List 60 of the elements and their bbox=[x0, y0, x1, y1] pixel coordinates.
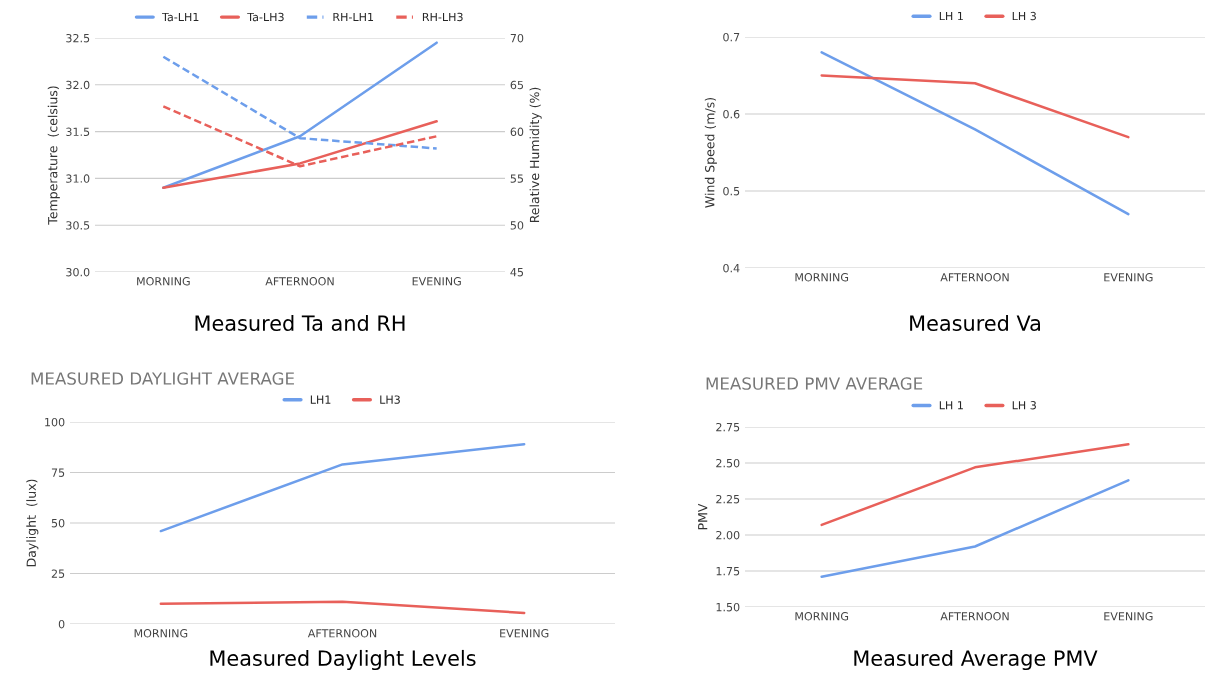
y-tick-label: 31.0 bbox=[66, 174, 90, 183]
x-tick-label: EVENING bbox=[412, 277, 461, 286]
legend-label: RH-LH3 bbox=[422, 12, 463, 22]
legend-label: LH3 bbox=[380, 395, 400, 404]
x-tick-label: AFTERNOON bbox=[940, 273, 1009, 282]
legend-label: Ta-LH1 bbox=[161, 12, 199, 22]
x-tick-label: AFTERNOON bbox=[265, 277, 334, 286]
x-tick-label: AFTERNOON bbox=[940, 612, 1009, 621]
y-tick-label: 50 bbox=[51, 518, 65, 528]
y-tick-label: 0.4 bbox=[723, 263, 740, 273]
chart-title: MEASURED PMV AVERAGE bbox=[706, 377, 923, 390]
x-tick-label: MORNING bbox=[795, 273, 849, 282]
y-tick-label: 100 bbox=[45, 417, 65, 427]
legend-label: LH1 bbox=[310, 395, 331, 404]
y2-tick-label: 45 bbox=[510, 268, 524, 277]
y2-axis-title: Relative Humidity (%) bbox=[529, 87, 542, 223]
x-tick-label: AFTERNOON bbox=[307, 629, 377, 638]
y-tick-label: 32.5 bbox=[66, 33, 90, 43]
text: Measured Va bbox=[910, 314, 1040, 332]
legend-label: LH 1 bbox=[939, 401, 963, 410]
text: Measured Daylight Levels bbox=[210, 649, 476, 671]
text: Measured Average PMV bbox=[854, 649, 1098, 671]
y-tick-label: 30.0 bbox=[66, 267, 90, 277]
y2-tick-label: 65 bbox=[510, 80, 524, 90]
legend-label: LH 3 bbox=[1012, 11, 1036, 21]
y-tick-label: 2.75 bbox=[716, 422, 740, 432]
x-tick-label: EVENING bbox=[1104, 273, 1153, 282]
chart-title: MEASURED DAYLIGHT AVERAGE bbox=[31, 372, 294, 385]
x-tick-label: EVENING bbox=[1104, 612, 1153, 621]
y-tick-label: 2.00 bbox=[716, 530, 740, 540]
y-tick-label: 31.5 bbox=[66, 127, 90, 136]
y-tick-label: 1.50 bbox=[716, 602, 740, 612]
y-axis-title: Wind Speed (m/s) bbox=[704, 97, 717, 208]
y-axis-title: PMV bbox=[698, 503, 708, 530]
x-tick-label: EVENING bbox=[500, 629, 549, 638]
y-tick-label: 2.50 bbox=[716, 458, 740, 468]
x-tick-label: MORNING bbox=[137, 277, 190, 286]
legend-label: RH-LH1 bbox=[333, 12, 374, 22]
y-tick-label: 25 bbox=[51, 569, 65, 578]
y-tick-label: 75 bbox=[51, 468, 65, 477]
y-tick-label: 0.5 bbox=[723, 186, 740, 196]
y-tick-label: 0.7 bbox=[723, 32, 740, 42]
y2-tick-label: 60 bbox=[510, 127, 524, 136]
legend-label: LH 1 bbox=[939, 11, 963, 21]
y-tick-label: 0.6 bbox=[723, 109, 740, 119]
y2-tick-label: 50 bbox=[510, 221, 524, 230]
y-tick-label: 0 bbox=[58, 619, 65, 629]
legend-label: LH 3 bbox=[1012, 401, 1036, 410]
x-tick-label: MORNING bbox=[134, 629, 188, 638]
y-tick-label: 32.0 bbox=[66, 80, 90, 90]
legend-label: Ta-LH3 bbox=[247, 12, 284, 22]
text: Measured Ta and RH bbox=[195, 314, 405, 332]
y-tick-label: 1.75 bbox=[716, 567, 740, 576]
y-tick-label: 30.5 bbox=[66, 221, 90, 230]
x-tick-label: MORNING bbox=[795, 612, 849, 621]
y2-tick-label: 70 bbox=[510, 33, 524, 43]
y2-tick-label: 55 bbox=[510, 174, 524, 183]
y-axis-title: Temperature (celsius) bbox=[47, 86, 60, 225]
y-axis-title: Daylight (lux) bbox=[26, 479, 39, 567]
y-tick-label: 2.25 bbox=[716, 494, 740, 504]
